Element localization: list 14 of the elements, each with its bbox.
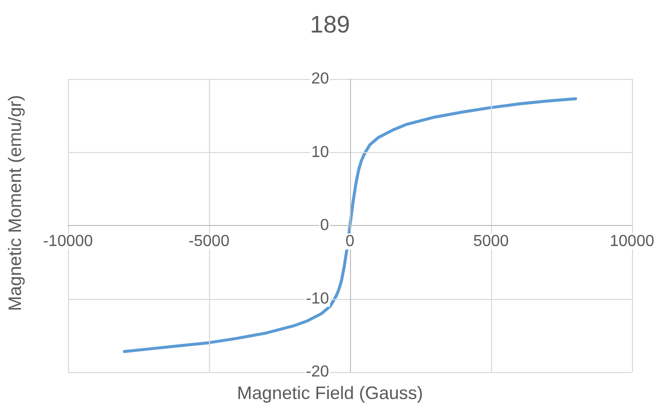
y-tick-label: 10 bbox=[311, 144, 330, 161]
y-tick-label: -20 bbox=[306, 364, 330, 380]
y-tick-label: -10 bbox=[306, 290, 330, 308]
chart-title: 189 bbox=[310, 12, 350, 38]
x-tick-label: -5000 bbox=[188, 233, 230, 250]
y-tick-label: 20 bbox=[311, 70, 330, 88]
y-axis-title: Magnetic Moment (emu/gr) bbox=[5, 94, 25, 312]
x-axis-title: Magnetic Field (Gauss) bbox=[236, 383, 424, 403]
x-tick-label: -10000 bbox=[43, 233, 94, 250]
line-series bbox=[122, 97, 578, 353]
x-tick-label: 0 bbox=[346, 233, 355, 250]
x-tick-label: 5000 bbox=[473, 233, 509, 250]
x-tick-label: 10000 bbox=[610, 233, 654, 250]
y-tick-label: 0 bbox=[320, 217, 330, 234]
